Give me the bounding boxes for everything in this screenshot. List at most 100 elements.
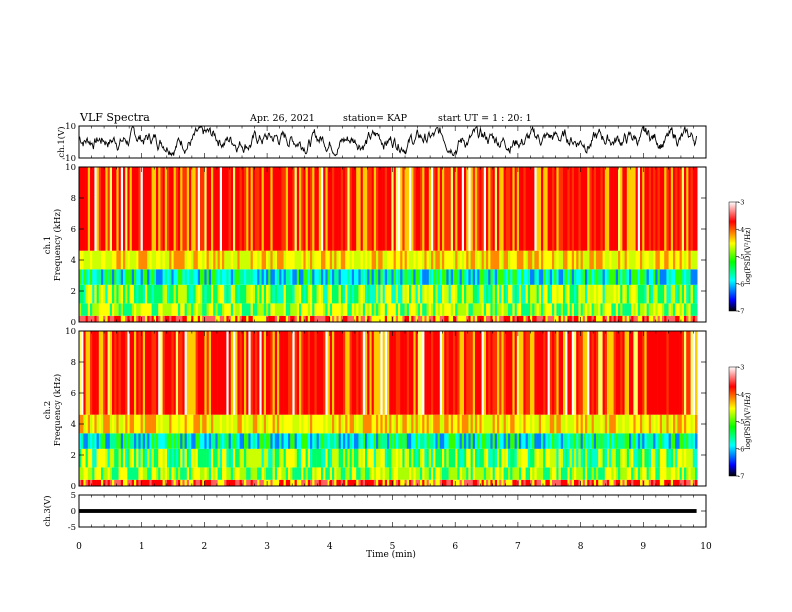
spectrogram-cell <box>327 479 331 486</box>
spectrogram-cell <box>283 414 287 434</box>
x-tick-label: 1 <box>139 542 145 552</box>
spectrogram-cell <box>376 269 379 285</box>
spectrogram-cell <box>640 284 643 304</box>
spectrogram-cell <box>618 467 621 480</box>
spectrogram-cell <box>532 284 535 304</box>
spectrogram-cell <box>670 479 674 486</box>
spectrogram-cell <box>294 433 298 449</box>
spectrogram-cell <box>191 331 194 415</box>
spectrogram-cell <box>296 167 300 251</box>
spectrogram-cell <box>292 167 295 251</box>
spectrogram-cell <box>536 448 540 468</box>
spectrogram-cell <box>362 414 366 434</box>
spectrogram-cell <box>560 414 564 434</box>
spectrogram-cell <box>83 448 86 468</box>
spectrogram-cell <box>611 315 614 322</box>
spectrogram-cell <box>510 479 513 486</box>
spectrogram-cell <box>470 331 474 415</box>
spectrogram-cell <box>695 284 698 304</box>
spectrogram-cell <box>107 315 111 322</box>
spectrogram-cell <box>488 433 491 449</box>
spectrogram-cell <box>321 414 324 434</box>
colorbar-tick-label: -7 <box>738 473 744 481</box>
spectrogram-cell <box>241 331 245 415</box>
spectrogram-cell <box>428 269 432 285</box>
spectrogram-cell <box>424 167 427 251</box>
spectrogram-cell <box>433 269 436 285</box>
spectrogram-cell <box>98 331 102 415</box>
spectrogram-cell <box>686 467 689 480</box>
spectrogram-cell <box>560 433 564 449</box>
spectrogram-cell <box>290 479 293 486</box>
spectrogram-cell <box>664 269 667 285</box>
spectrogram-cell <box>640 167 643 251</box>
spectrogram-cell <box>635 269 639 285</box>
spectrogram-cell <box>206 448 210 468</box>
spectrogram-cell <box>413 284 416 304</box>
spectrogram-cell <box>332 414 335 434</box>
spectrogram-cell <box>153 331 157 415</box>
spectrogram-cell <box>598 284 601 304</box>
spectrogram-cell <box>202 479 205 486</box>
spectrogram-cell <box>589 433 592 449</box>
spectrogram-cell <box>453 303 456 316</box>
spectrogram-cell <box>569 414 573 434</box>
spectrogram-cell <box>323 250 326 270</box>
spectrogram-cell <box>226 167 229 251</box>
spectrogram-cell <box>290 250 293 270</box>
spectrogram-cell <box>475 331 478 415</box>
spectrogram-cell <box>164 167 168 251</box>
spectrogram-cell <box>270 448 273 468</box>
spectrogram-cell <box>521 331 524 415</box>
spectrogram-cell <box>675 315 678 322</box>
spectrogram-cell <box>107 269 111 285</box>
spectrogram-cell <box>646 331 650 415</box>
spectrogram-cell <box>213 479 216 486</box>
spectrogram-cell <box>554 315 557 322</box>
spectrogram-cell <box>497 284 500 304</box>
spectrogram-cell <box>156 331 159 415</box>
spectrogram-cell <box>241 250 245 270</box>
spectrogram-cell <box>402 433 405 449</box>
spectrogram-cell <box>358 303 361 316</box>
spectrogram-cell <box>404 448 408 468</box>
spectrogram-cell <box>519 467 522 480</box>
spectrogram-cell <box>640 303 643 316</box>
spectrogram-cell <box>138 479 141 486</box>
spectrogram-cell <box>105 250 108 270</box>
spectrogram-cell <box>681 433 685 449</box>
spectrogram-cell <box>292 315 295 322</box>
spectrogram-cell <box>472 284 476 304</box>
spectrogram-cell <box>607 167 610 251</box>
spectrogram-cell <box>505 414 509 434</box>
spectrogram-cell <box>213 269 216 285</box>
spectrogram-cell <box>316 479 320 486</box>
spectrogram-cell <box>323 467 326 480</box>
spectrogram-cell <box>178 284 181 304</box>
spectrogram-cell <box>237 479 240 486</box>
spectrogram-cell <box>431 467 434 480</box>
spectrogram-cell <box>281 284 284 304</box>
spectrogram-cell <box>358 250 361 270</box>
spectrogram-cell <box>508 467 511 480</box>
spectrogram-cell <box>483 448 487 468</box>
spectrogram-cell <box>512 467 515 480</box>
spectrogram-cell <box>184 250 188 270</box>
spectrogram-cell <box>369 284 372 304</box>
spectrogram-cell <box>459 250 463 270</box>
spectrogram-cell <box>241 303 245 316</box>
spectrogram-cell <box>347 269 350 285</box>
spectrogram-cell <box>127 284 130 304</box>
spectrogram-cell <box>305 479 309 486</box>
spectrogram-cell <box>475 167 478 251</box>
spectrogram-cell <box>171 284 174 304</box>
spectrogram-cell <box>79 284 82 304</box>
spectrogram-cell <box>450 315 454 322</box>
spectrogram-cell <box>140 433 144 449</box>
spectrogram-cell <box>200 250 203 270</box>
spectrogram-cell <box>426 479 430 486</box>
spectrogram-cell <box>120 479 124 486</box>
spectrogram-cell <box>519 167 522 251</box>
spectrogram-cell <box>255 250 258 270</box>
spectrogram-cell <box>457 315 460 322</box>
